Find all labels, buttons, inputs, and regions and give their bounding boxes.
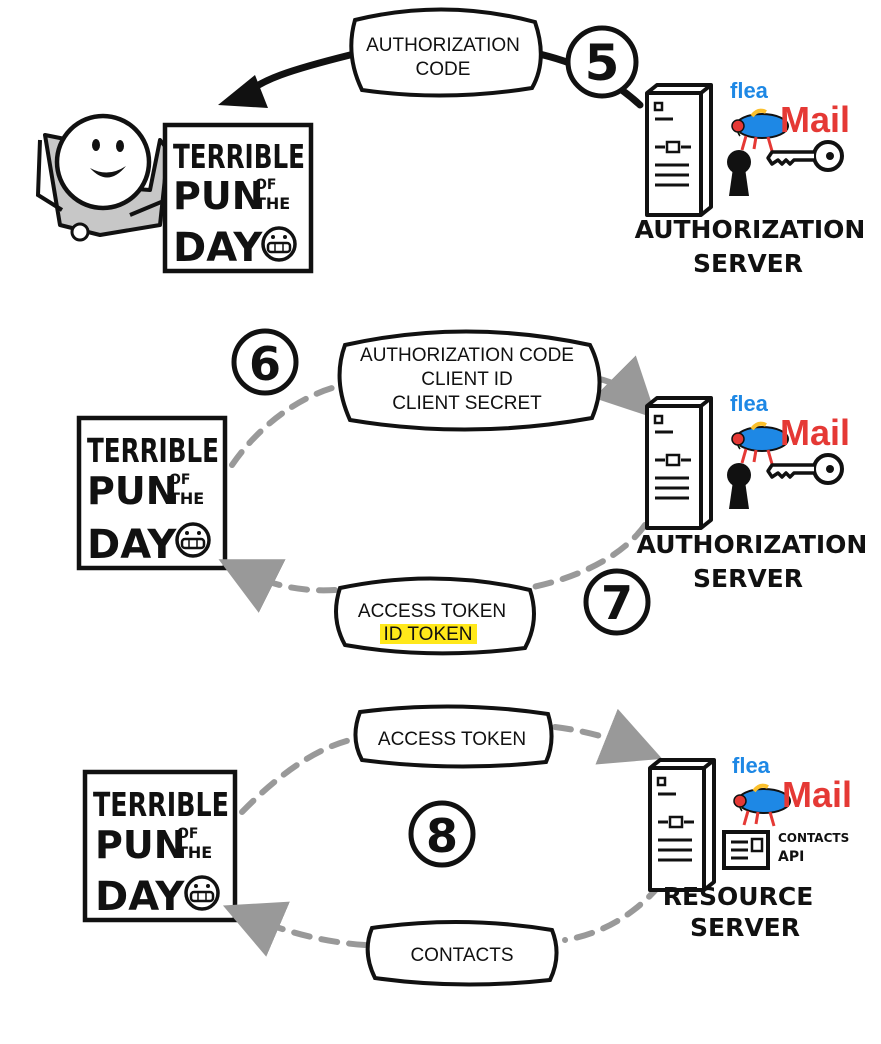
bubble-line1: AUTHORIZATION [366,35,520,56]
svg-text:5: 5 [585,34,620,92]
svg-text:THE: THE [177,843,212,862]
step8-request-arrow [239,727,640,815]
id-token-label: ID TOKEN [383,624,472,645]
logo-line2: PUN [173,174,264,218]
brand-mail: Mail [780,99,850,140]
svg-text:OF: OF [177,826,198,842]
grimace-face-icon [261,226,297,262]
step7-number: 7 [583,568,651,636]
svg-text:RESOURCE: RESOURCE [663,882,814,911]
logo-line1: TERRIBLE [173,137,305,176]
key-icon [766,140,844,172]
contacts-card-icon [722,830,770,870]
svg-text:CONTACTS: CONTACTS [410,945,513,966]
fleamail-logo: flea Mail [732,753,852,828]
step8-response-bubble: CONTACTS [365,919,559,987]
svg-text:AUTHORIZATION: AUTHORIZATION [637,530,868,559]
step6-7-section: TERRIBLE PUN OF THE DAY AUTHORIZATION CO… [76,328,868,656]
logo-of: OF [255,177,276,193]
auth-code-bubble: AUTHORIZATION CODE [349,7,543,98]
svg-text:CLIENT SECRET: CLIENT SECRET [392,393,542,414]
step8-section: TERRIBLE PUN OF THE DAY ACCESS TOKEN [82,704,852,987]
step7-response-bubble: ACCESS TOKEN ID TOKEN [334,576,536,656]
step5-section: TERRIBLE PUN OF THE DAY AUTHORIZATION CO… [35,7,866,278]
server-icon [648,758,716,892]
step8-number: 8 [408,800,476,868]
grimace-face-icon [175,522,211,558]
svg-text:ACCESS TOKEN: ACCESS TOKEN [378,729,526,750]
svg-text:7: 7 [601,576,633,630]
svg-text:SERVER: SERVER [690,913,800,942]
svg-text:6: 6 [249,337,281,391]
svg-text:Mail: Mail [780,412,850,453]
svg-text:DAY: DAY [87,522,177,568]
logo-line3: DAY [173,225,263,271]
step6-number: 6 [231,328,299,396]
terrible-pun-logo: TERRIBLE PUN OF THE DAY [76,415,228,571]
svg-text:PUN: PUN [95,823,186,867]
server-icon [645,83,713,217]
fleamail-logo: flea Mail [730,391,850,466]
server-label-line1: AUTHORIZATION [635,215,866,244]
id-token-highlight [380,624,477,644]
bubble-line2: CODE [416,59,471,80]
svg-text:OF: OF [169,472,190,488]
svg-text:Mail: Mail [782,774,852,815]
api-label-line2: API [778,849,804,865]
logo-the: THE [255,194,290,213]
svg-text:TERRIBLE: TERRIBLE [93,785,229,824]
step8-response-arrow [245,885,663,945]
svg-text:AUTHORIZATION CODE: AUTHORIZATION CODE [360,345,574,366]
svg-text:PUN: PUN [87,469,178,513]
brand-flea: flea [730,78,769,103]
step5-number: 5 [565,25,639,99]
fleamail-logo: flea Mail [730,78,850,153]
stick-figure-user-icon [35,113,172,242]
svg-text:DAY: DAY [95,874,185,920]
grimace-face-icon [184,875,220,911]
keyhole-icon [727,150,751,196]
server-label-line2: SERVER [693,249,803,278]
svg-text:CLIENT ID: CLIENT ID [421,369,513,390]
server-icon [645,396,713,530]
svg-text:flea: flea [730,391,769,416]
step6-request-bubble: AUTHORIZATION CODE CLIENT ID CLIENT SECR… [337,329,602,432]
keyhole-icon [727,463,751,509]
svg-text:flea: flea [732,753,771,778]
key-icon [766,453,844,485]
svg-text:8: 8 [426,809,458,863]
step8-request-bubble: ACCESS TOKEN [353,704,554,769]
terrible-pun-logo: TERRIBLE PUN OF THE DAY [82,769,238,923]
svg-text:TERRIBLE: TERRIBLE [87,431,219,470]
svg-text:ACCESS TOKEN: ACCESS TOKEN [358,601,506,622]
api-label-line1: CONTACTS [778,831,849,845]
svg-text:SERVER: SERVER [693,564,803,593]
terrible-pun-logo: TERRIBLE PUN OF THE DAY [162,122,314,274]
svg-text:THE: THE [169,489,204,508]
step7-response-arrow [240,522,648,590]
